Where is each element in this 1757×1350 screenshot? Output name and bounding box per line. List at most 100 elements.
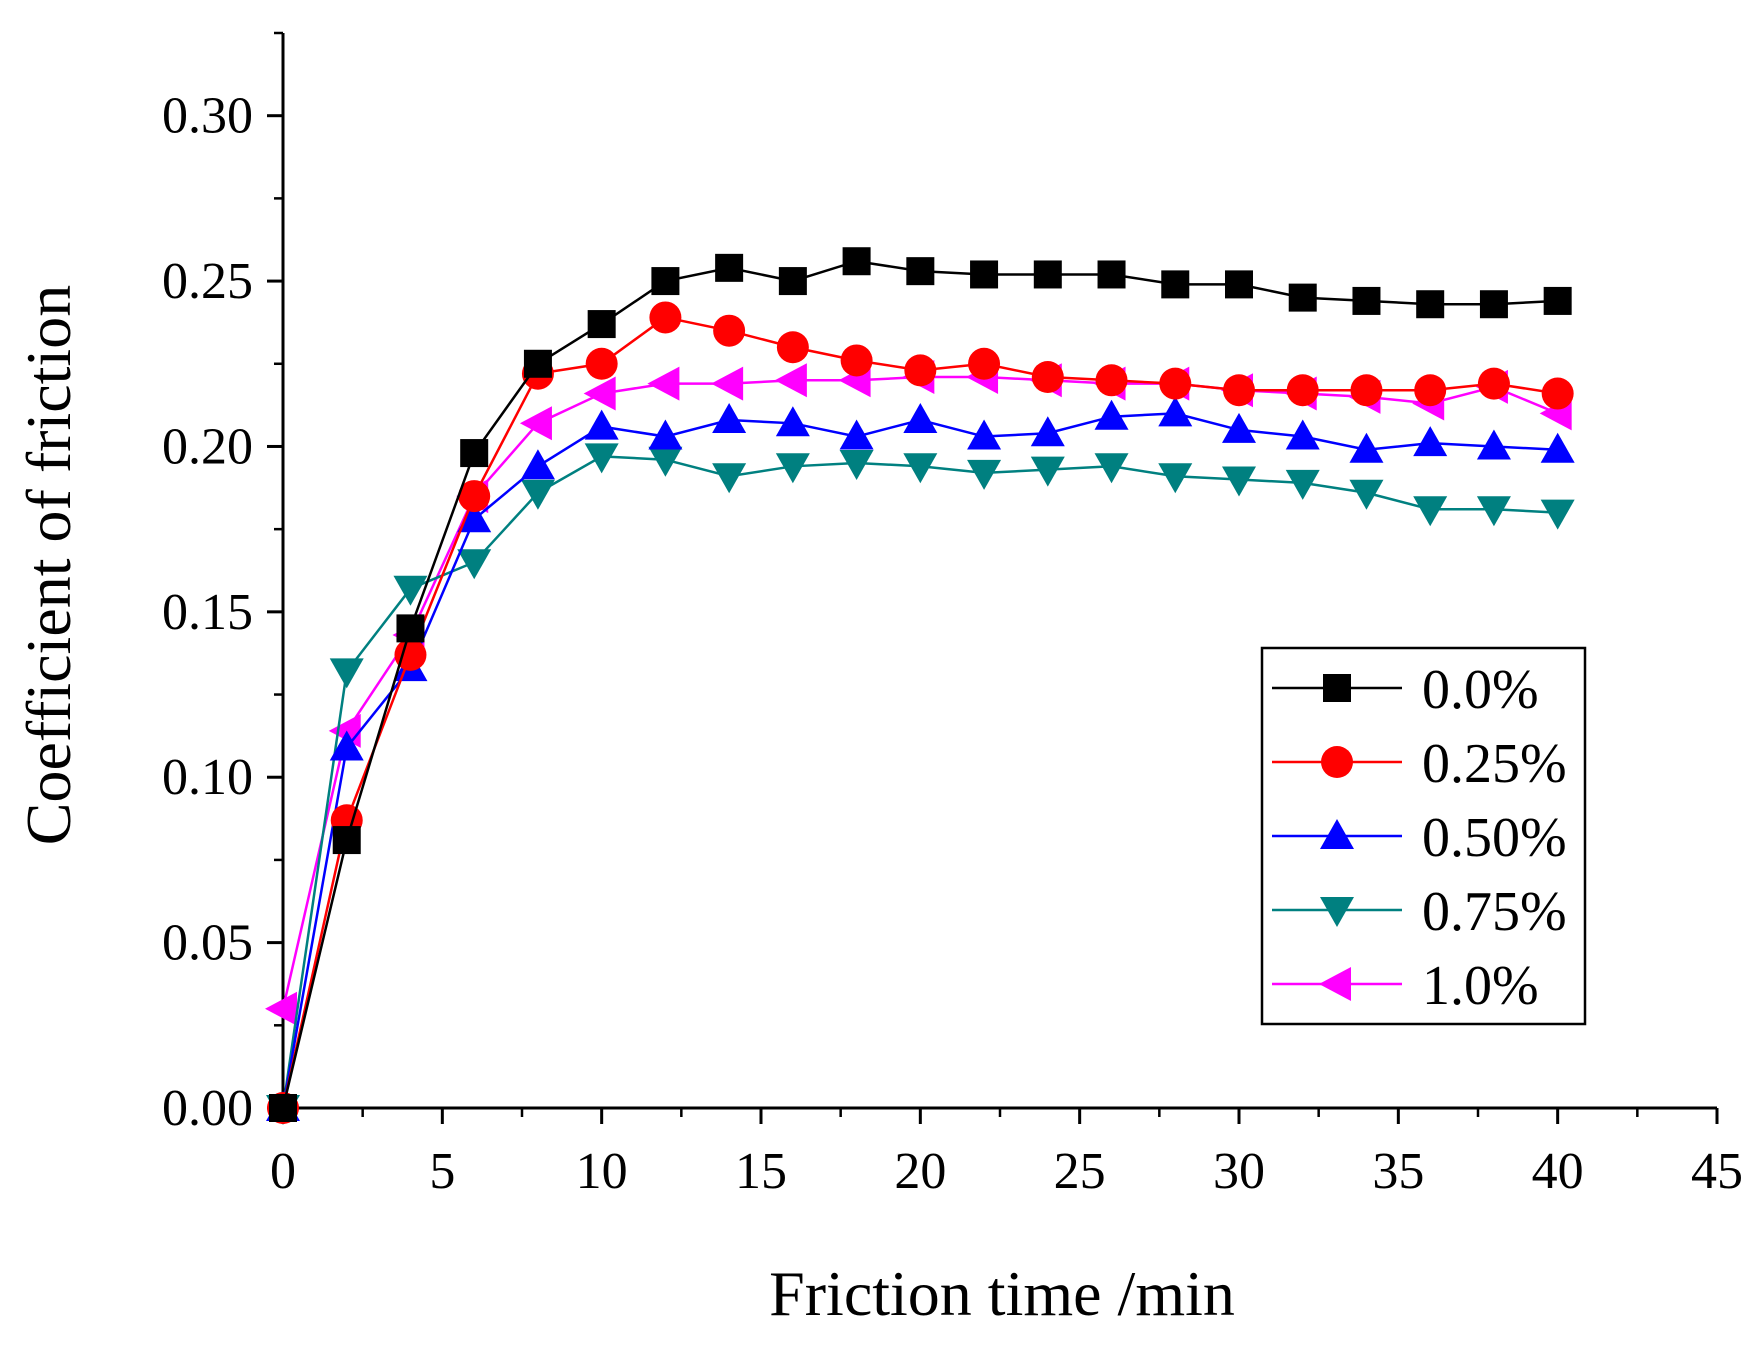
data-point [712,403,747,433]
data-point [967,419,1002,450]
x-tick-label: 15 [735,1143,787,1200]
data-point [1540,432,1575,463]
data-point [774,363,807,398]
legend-label: 0.50% [1422,807,1567,869]
data-point [332,826,361,855]
data-point [1285,469,1320,500]
series-0-0pct [269,247,1572,1122]
legend-box [1260,646,1587,1026]
data-point [520,479,555,510]
data-point [775,406,810,437]
data-point [1030,456,1065,487]
data-point [583,376,616,411]
data-point [1350,374,1383,407]
data-point [1477,367,1510,400]
data-point [1222,412,1256,443]
data-point [1094,399,1129,430]
data-point [968,347,1001,380]
data-point [523,349,552,378]
data-point [967,459,1002,490]
legend-marker [1323,674,1351,702]
series-layer [265,247,1575,1125]
data-point [842,247,871,276]
x-tick-label: 35 [1372,1143,1424,1200]
data-point [1288,283,1317,312]
data-point [903,453,938,484]
data-point [1541,377,1574,410]
data-point [903,403,938,433]
x-axis-title: Friction time /min [769,1258,1235,1329]
data-point [1349,479,1384,510]
y-tick-label: 0.15 [162,584,253,641]
data-point [329,730,364,761]
data-point [711,366,744,401]
x-tick-label: 25 [1054,1143,1106,1200]
data-point [520,449,555,480]
data-point [1159,367,1192,400]
y-tick-label: 0.00 [162,1080,253,1137]
data-point [460,439,489,468]
data-point [778,267,807,296]
x-tick-label: 10 [576,1143,628,1200]
data-point [1414,374,1447,407]
data-point [269,1094,297,1122]
data-point [457,502,492,533]
data-point [839,419,874,450]
data-point [1413,496,1448,527]
data-point [1223,374,1255,407]
series-0-25pct [267,301,1574,1124]
data-point [1352,286,1381,315]
data-point [1476,429,1511,460]
y-tick-label: 0.25 [162,253,253,310]
data-point [329,658,364,689]
data-point [1540,499,1575,530]
data-point [647,366,680,401]
legend-label: 0.25% [1422,733,1567,795]
x-tick-label: 40 [1532,1143,1584,1200]
data-point [1158,463,1193,494]
data-point [1031,361,1064,393]
data-point [458,480,491,513]
y-tick-label: 0.05 [162,915,253,972]
data-point [906,257,935,286]
data-point [715,253,744,282]
x-tick-label: 30 [1213,1143,1265,1200]
x-tick-label: 45 [1691,1143,1743,1200]
data-point [1158,396,1193,427]
data-point [1095,364,1128,397]
data-point [457,549,492,580]
data-point [519,406,552,441]
data-point [587,310,616,339]
data-point [1030,416,1065,447]
legend-label: 0.75% [1422,881,1567,943]
legend-marker [1321,746,1353,778]
data-point [713,314,746,347]
data-point [585,347,618,380]
legend-label: 0.0% [1422,659,1539,721]
data-point [1225,270,1253,299]
data-point [1416,290,1445,319]
legend: 0.0% 0.25% 0.50% 0.75% 1.0% [1260,646,1587,1026]
legend-marker [1320,897,1354,927]
data-point [1479,290,1508,319]
data-point [904,354,937,387]
x-tick-label: 5 [429,1143,455,1200]
y-axis-title: Coefficient of friction [13,285,84,845]
data-point [1413,426,1448,457]
plot-axes: 0 5 10 15 20 25 30 35 40 45 0.00 0.05 0.10 0.15 0.20 0.… [162,31,1743,1200]
data-point [839,450,874,480]
legend-marker [1320,819,1354,849]
data-point [584,409,619,440]
data-point [1349,432,1384,463]
y-tick-label: 0.20 [162,418,253,475]
data-point [840,344,873,377]
data-point [970,260,999,289]
data-point [394,638,427,671]
data-point [775,453,810,484]
data-point [648,446,683,477]
data-point [396,614,425,643]
data-point [393,575,428,606]
data-point [1033,260,1062,289]
data-point [265,991,297,1026]
data-point [649,301,682,334]
